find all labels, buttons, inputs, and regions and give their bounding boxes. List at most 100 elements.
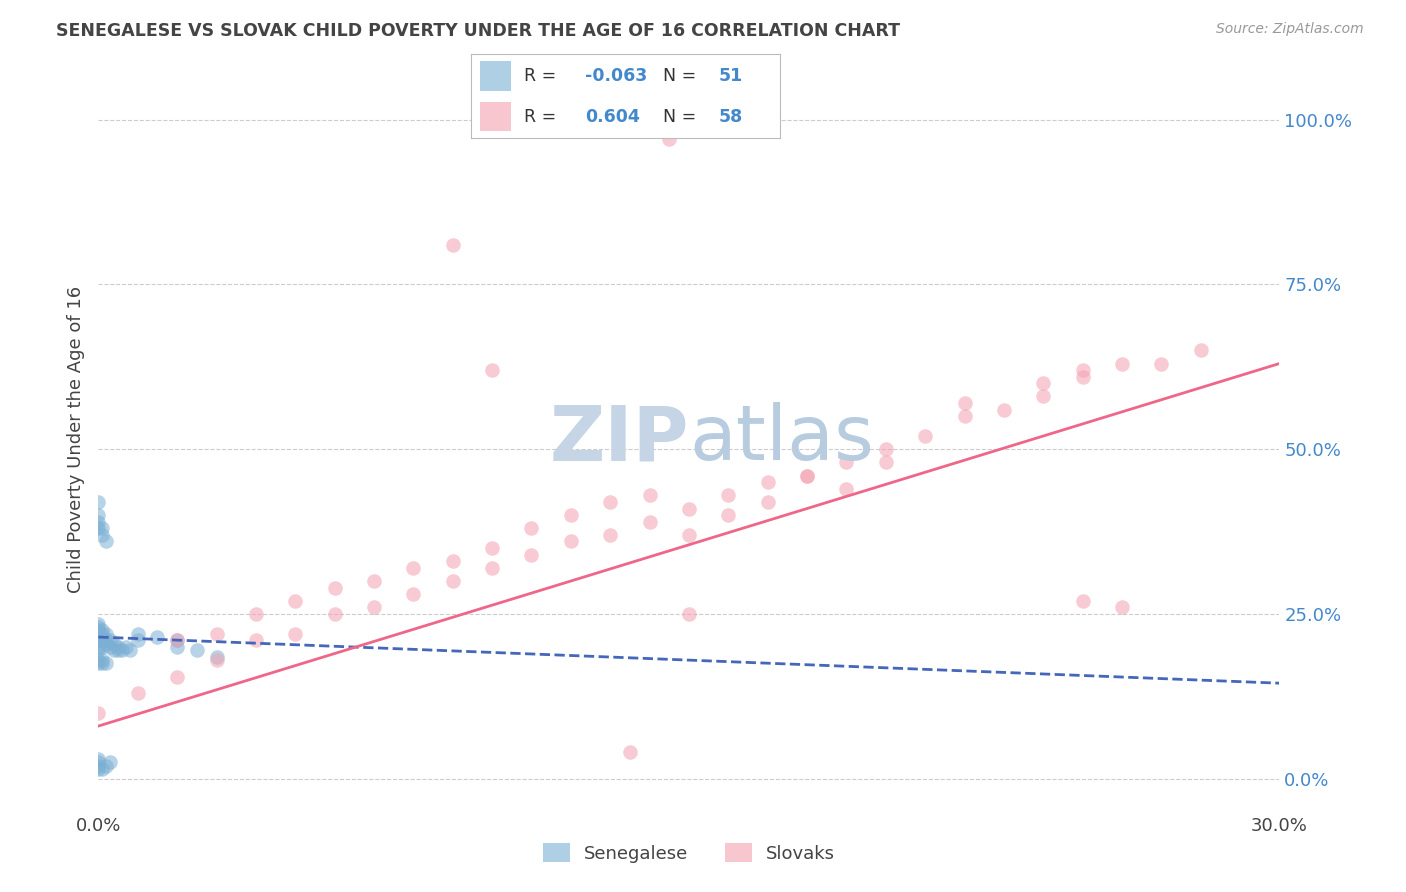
Point [1071, 594, 1094, 608]
Point [87, 521, 110, 535]
Point [363, 600, 385, 615]
Point [91, 626, 114, 640]
Point [953, 396, 976, 410]
Point [481, 541, 503, 555]
Point [914, 429, 936, 443]
Point [245, 607, 267, 621]
Point [796, 468, 818, 483]
Point [323, 581, 346, 595]
Point [560, 508, 582, 522]
Point [127, 626, 149, 640]
Point [91, 624, 114, 638]
Point [87, 762, 110, 776]
Point [481, 363, 503, 377]
Point [441, 574, 464, 588]
Point [1032, 376, 1054, 391]
Text: 51: 51 [718, 67, 742, 85]
Point [678, 528, 700, 542]
Point [87, 626, 110, 640]
Point [993, 402, 1015, 417]
Text: Source: ZipAtlas.com: Source: ZipAtlas.com [1216, 22, 1364, 37]
Point [205, 649, 228, 664]
Point [87, 620, 110, 634]
Point [599, 528, 621, 542]
Point [245, 633, 267, 648]
Point [87, 624, 110, 638]
Point [91, 521, 114, 535]
Point [284, 626, 307, 640]
Point [717, 508, 740, 522]
Point [91, 633, 114, 648]
Point [96, 758, 118, 772]
Point [1071, 369, 1094, 384]
Point [87, 657, 110, 671]
Point [520, 548, 543, 562]
Text: N =: N = [662, 67, 702, 85]
Point [441, 554, 464, 568]
Point [186, 643, 208, 657]
Point [96, 657, 118, 671]
Point [560, 534, 582, 549]
Text: N =: N = [662, 108, 702, 126]
Point [87, 752, 110, 766]
Text: SENEGALESE VS SLOVAK CHILD POVERTY UNDER THE AGE OF 16 CORRELATION CHART: SENEGALESE VS SLOVAK CHILD POVERTY UNDER… [56, 22, 900, 40]
Point [127, 686, 149, 700]
Point [87, 633, 110, 648]
Point [96, 633, 118, 648]
Text: R =: R = [523, 108, 561, 126]
Point [638, 488, 661, 502]
Point [166, 640, 188, 654]
Point [87, 630, 110, 644]
Point [835, 482, 858, 496]
Point [1111, 600, 1133, 615]
Y-axis label: Child Poverty Under the Age of 16: Child Poverty Under the Age of 16 [66, 285, 84, 593]
Point [658, 132, 681, 146]
Point [103, 643, 125, 657]
Point [96, 637, 118, 651]
Point [953, 409, 976, 424]
Bar [481, 102, 512, 131]
Text: ZIP: ZIP [550, 402, 689, 476]
Point [875, 442, 897, 457]
Point [96, 534, 118, 549]
Point [481, 561, 503, 575]
Point [87, 616, 110, 631]
Text: -0.063: -0.063 [585, 67, 648, 85]
Point [1189, 343, 1212, 358]
Point [107, 640, 129, 654]
Text: R =: R = [523, 67, 561, 85]
Bar [481, 62, 512, 91]
Point [87, 756, 110, 770]
Point [91, 657, 114, 671]
Point [756, 475, 779, 490]
Point [520, 521, 543, 535]
Point [91, 762, 114, 776]
Point [1150, 357, 1173, 371]
Point [115, 640, 138, 654]
Point [87, 640, 110, 654]
Point [96, 626, 118, 640]
Point [87, 758, 110, 772]
Point [146, 630, 169, 644]
Point [118, 643, 141, 657]
Point [599, 495, 621, 509]
Point [166, 633, 188, 648]
Point [619, 745, 641, 759]
Point [91, 653, 114, 667]
Point [638, 515, 661, 529]
Text: atlas: atlas [689, 402, 873, 476]
Point [98, 756, 121, 770]
Point [87, 515, 110, 529]
Point [402, 561, 425, 575]
Point [835, 455, 858, 469]
Point [103, 637, 125, 651]
Point [1071, 363, 1094, 377]
Point [205, 626, 228, 640]
Point [107, 643, 129, 657]
Point [441, 238, 464, 252]
Point [87, 706, 110, 720]
Point [87, 508, 110, 522]
Point [875, 455, 897, 469]
Point [91, 528, 114, 542]
Point [1111, 357, 1133, 371]
